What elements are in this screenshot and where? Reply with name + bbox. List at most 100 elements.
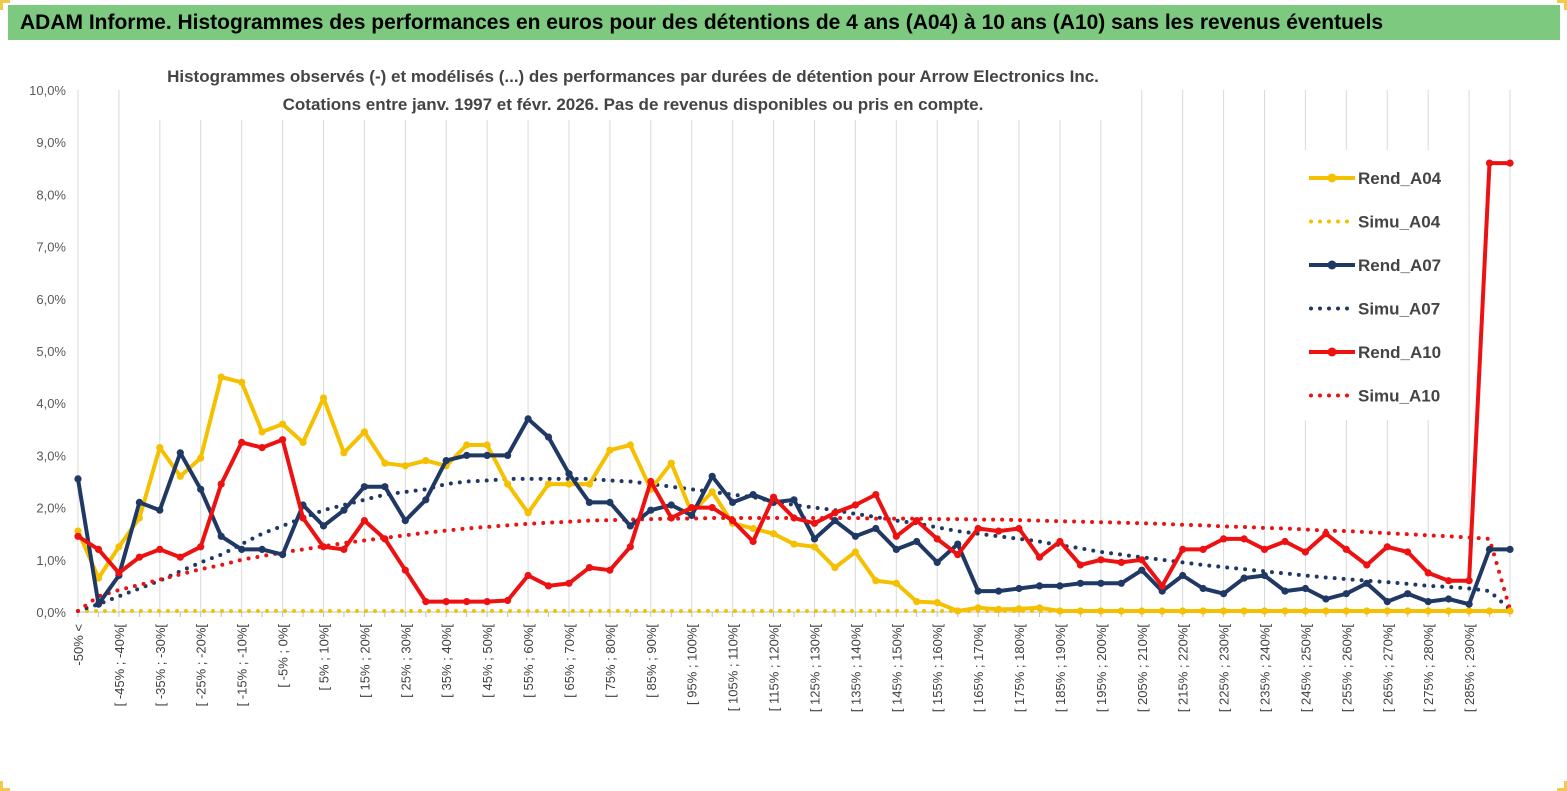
data-point	[279, 420, 287, 428]
data-point	[422, 496, 430, 504]
y-tick-label: 1,0%	[36, 553, 66, 568]
data-point	[626, 543, 634, 551]
data-point	[851, 501, 860, 509]
data-point	[831, 509, 839, 517]
data-point	[872, 524, 880, 533]
data-point	[1056, 607, 1064, 615]
x-tick-label: [ 235% ; 240%[	[1258, 624, 1273, 713]
data-point	[217, 480, 225, 488]
data-point	[340, 506, 348, 514]
data-point	[463, 451, 471, 459]
x-tick-label: [ 265% ; 270%[	[1380, 624, 1395, 713]
data-point	[1179, 571, 1187, 580]
x-tick-label: [ 215% ; 220%[	[1176, 624, 1191, 713]
data-point	[688, 504, 696, 512]
data-point	[913, 517, 921, 525]
data-point	[217, 532, 225, 540]
data-point	[626, 441, 634, 449]
data-point	[1158, 582, 1166, 590]
data-point	[974, 587, 982, 595]
x-tick-label: [ -35% ; -30%[	[153, 624, 168, 707]
legend-marker	[1327, 260, 1337, 270]
data-point	[544, 433, 553, 441]
data-point	[1342, 545, 1350, 554]
data-point	[1485, 607, 1494, 615]
data-point	[1240, 535, 1248, 543]
data-point	[94, 574, 103, 582]
data-point	[1404, 548, 1412, 556]
series-line-Rend_A07	[76, 416, 1510, 607]
data-point	[954, 540, 962, 548]
data-point	[1404, 590, 1412, 598]
data-point	[504, 480, 512, 488]
x-tick-label: [ 195% ; 200%[	[1094, 624, 1109, 713]
data-point	[1445, 607, 1453, 615]
y-tick-label: 8,0%	[36, 187, 66, 202]
data-point	[1199, 584, 1207, 593]
data-point	[667, 459, 675, 467]
x-tick-label: [ 155% ; 160%[	[930, 624, 945, 713]
data-point	[74, 475, 82, 483]
data-point	[299, 438, 307, 446]
data-point	[585, 480, 594, 488]
data-point	[1424, 598, 1432, 606]
y-tick-label: 9,0%	[36, 135, 66, 150]
data-point	[1281, 607, 1289, 615]
data-point	[831, 517, 839, 525]
data-point	[1015, 584, 1023, 593]
data-point	[156, 545, 164, 554]
data-point	[1076, 579, 1084, 587]
data-point	[422, 598, 430, 606]
data-point	[913, 537, 921, 546]
data-point	[319, 543, 328, 551]
data-point	[238, 545, 246, 554]
data-point	[749, 537, 757, 546]
data-point	[585, 564, 594, 572]
data-point	[483, 598, 491, 606]
legend-label: Simu_A07	[1358, 300, 1440, 319]
data-point	[1179, 545, 1187, 554]
data-point	[995, 587, 1003, 595]
data-point	[1465, 577, 1473, 585]
data-point	[401, 517, 409, 525]
data-point	[1220, 607, 1228, 615]
data-point	[1199, 545, 1207, 554]
data-point	[1506, 159, 1514, 167]
data-point	[565, 579, 573, 587]
x-tick-label: [ 225% ; 230%[	[1217, 624, 1232, 713]
data-point	[1424, 607, 1432, 615]
data-point	[258, 545, 266, 554]
data-point	[176, 553, 184, 561]
data-point	[74, 532, 82, 540]
data-point	[810, 535, 819, 543]
data-point	[729, 498, 737, 506]
data-point	[1363, 607, 1371, 615]
data-point	[156, 444, 164, 452]
data-point	[401, 566, 409, 574]
data-point	[1301, 607, 1309, 615]
data-point	[176, 449, 184, 457]
data-point	[1015, 524, 1023, 533]
data-point	[1240, 607, 1248, 615]
data-point	[544, 480, 553, 488]
corner-mark	[0, 0, 10, 3]
data-point	[1322, 607, 1330, 615]
data-point	[790, 514, 798, 522]
data-point	[1301, 584, 1309, 593]
data-point	[667, 514, 675, 522]
data-point	[954, 551, 962, 559]
data-point	[769, 493, 778, 501]
data-point	[749, 524, 757, 533]
data-point	[1138, 607, 1146, 615]
data-point	[872, 577, 880, 585]
data-point	[1506, 545, 1514, 554]
data-point	[1158, 587, 1166, 595]
data-point	[1220, 535, 1228, 543]
data-point	[94, 545, 103, 554]
data-point	[1240, 574, 1248, 582]
data-point	[810, 543, 819, 551]
axis-layer: 0,0% 1,0% 2,0% 3,0% 4,0% 5,0% 6,0% 7,0% 8,0% 9,0%…	[29, 83, 1511, 713]
x-tick-label: [ 115% ; 120%[	[767, 624, 782, 712]
x-tick-label: [ 5% ; 10%[	[316, 624, 331, 691]
data-point	[1117, 607, 1125, 615]
